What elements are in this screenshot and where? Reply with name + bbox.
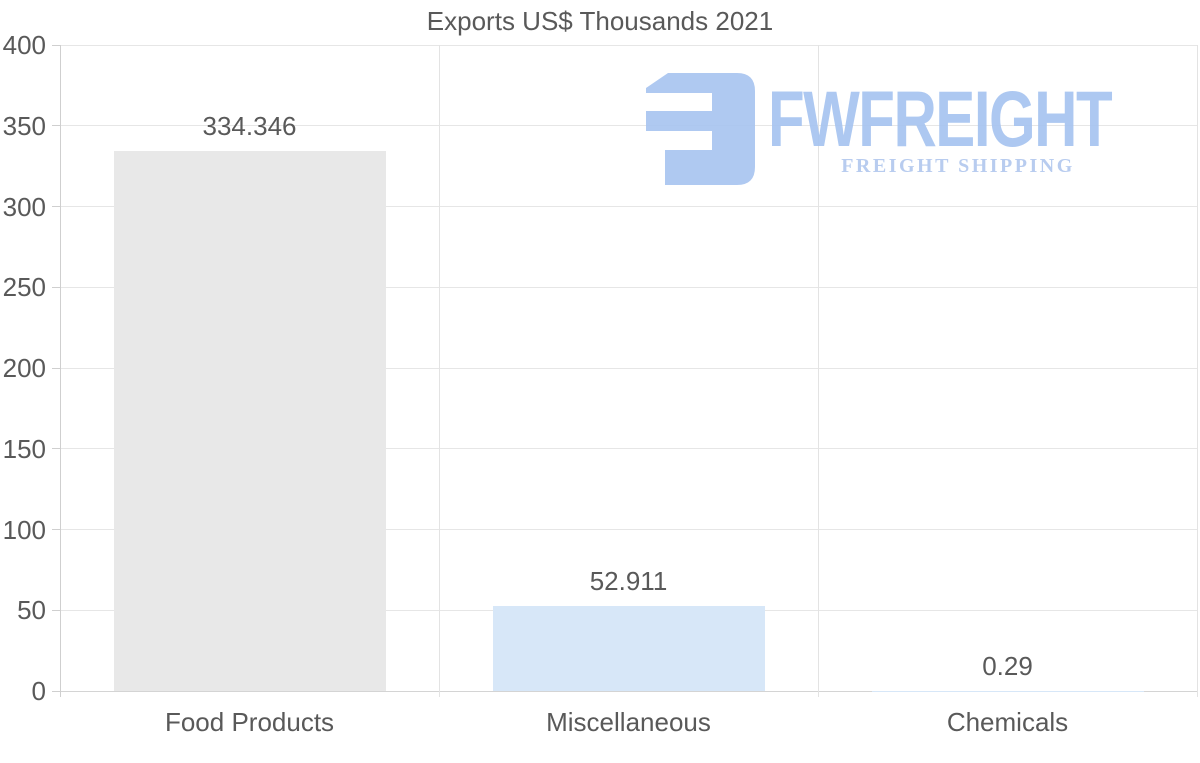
logo-mark-icon xyxy=(646,73,755,185)
y-gridline xyxy=(60,206,1197,207)
logo-brand-text: FWFREIGHT xyxy=(768,74,1113,163)
y-axis-line xyxy=(60,45,61,697)
logo-tagline-text: FREIGHT SHIPPING xyxy=(841,155,1075,177)
chart-title: Exports US$ Thousands 2021 xyxy=(426,6,774,36)
bar-value-label: 334.346 xyxy=(202,111,297,142)
y-gridline xyxy=(60,367,1197,369)
y-gridline xyxy=(60,44,1197,46)
y-gridline xyxy=(60,125,1197,127)
y-axis-tick xyxy=(52,125,60,127)
y-gridline xyxy=(60,286,1197,288)
y-axis-tick xyxy=(52,44,60,46)
x-category-label: Food Products xyxy=(164,707,335,737)
y-axis-tick xyxy=(52,448,60,450)
y-axis-tick xyxy=(52,529,60,530)
bar-value-label: 52.911 xyxy=(589,565,668,596)
y-tick-label: 300 xyxy=(2,191,46,222)
y-gridline xyxy=(60,448,1197,450)
y-gridline xyxy=(60,529,1197,530)
x-axis-line xyxy=(60,690,1197,692)
y-axis-tick xyxy=(52,609,60,611)
x-category-label: Chemicals xyxy=(946,707,1069,737)
y-tick-label: 100 xyxy=(2,514,46,545)
y-tick-label: 400 xyxy=(2,30,46,60)
category-separator-line xyxy=(817,45,819,697)
y-tick-label: 150 xyxy=(2,433,46,464)
y-tick-label: 250 xyxy=(2,272,46,303)
y-axis-tick xyxy=(52,690,60,692)
y-axis-tick xyxy=(52,367,60,369)
bar xyxy=(113,151,386,691)
y-tick-label: 200 xyxy=(2,353,46,383)
y-tick-label: 50 xyxy=(17,595,46,626)
category-separator-line xyxy=(438,45,440,697)
y-axis-tick xyxy=(52,206,60,207)
bar-value-label: 0.29 xyxy=(982,650,1033,681)
bar xyxy=(492,605,765,691)
y-tick-label: 350 xyxy=(2,110,46,141)
logo: FWFREIGHT FREIGHT SHIPPING xyxy=(646,73,1146,185)
category-separator-line xyxy=(1196,45,1198,697)
y-axis-tick xyxy=(52,286,60,288)
y-tick-label: 0 xyxy=(31,676,46,706)
x-category-label: Miscellaneous xyxy=(546,707,711,737)
